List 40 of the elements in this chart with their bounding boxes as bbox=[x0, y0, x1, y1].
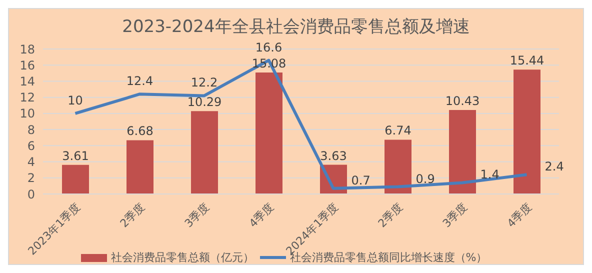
y-tick-label: 6 bbox=[27, 138, 35, 153]
bar bbox=[256, 72, 282, 194]
x-tick-label: 2季度 bbox=[376, 200, 406, 230]
bar bbox=[514, 70, 540, 194]
x-tick-label: 3季度 bbox=[440, 200, 470, 230]
chart-title: 2023-2024年全县社会消费品零售总额及增速 bbox=[121, 16, 471, 39]
bar bbox=[126, 140, 154, 194]
bar bbox=[62, 164, 89, 194]
y-tick-label: 10 bbox=[20, 106, 35, 121]
data-label: 0.9 bbox=[416, 172, 435, 186]
data-label: 12.4 bbox=[126, 74, 154, 88]
bar bbox=[449, 110, 476, 194]
y-tick-label: 0 bbox=[27, 187, 35, 202]
y-tick-label: 16 bbox=[20, 58, 35, 72]
legend-label: 社会消费品零售总额（亿元） bbox=[110, 250, 254, 265]
bar bbox=[384, 140, 412, 194]
x-tick-label: 2季度 bbox=[118, 200, 148, 230]
x-tick-label: 4季度 bbox=[504, 200, 534, 230]
y-tick-label: 14 bbox=[20, 74, 35, 88]
x-tick-label: 4季度 bbox=[246, 200, 276, 230]
y-tick-label: 2 bbox=[27, 171, 35, 186]
y-tick-label: 12 bbox=[20, 90, 35, 105]
data-label: 6.68 bbox=[126, 124, 154, 138]
data-label: 3.61 bbox=[62, 148, 89, 163]
y-tick-label: 18 bbox=[20, 42, 35, 56]
bar bbox=[191, 111, 218, 194]
data-label: 12.2 bbox=[190, 76, 218, 90]
data-label: 10 bbox=[68, 93, 83, 108]
data-label: 6.74 bbox=[384, 124, 412, 138]
y-tick-label: 4 bbox=[27, 155, 35, 170]
data-label: 1.4 bbox=[480, 168, 500, 182]
y-tick-label: 8 bbox=[27, 122, 35, 137]
data-label: 15.44 bbox=[510, 54, 544, 68]
data-label: 10.43 bbox=[445, 94, 480, 108]
data-label: 2.4 bbox=[544, 160, 564, 174]
data-label: 3.63 bbox=[320, 148, 347, 163]
data-label: 0.7 bbox=[351, 173, 370, 188]
data-label: 16.6 bbox=[255, 40, 282, 54]
data-label: 10.29 bbox=[187, 95, 222, 110]
x-tick-label: 3季度 bbox=[182, 200, 212, 230]
